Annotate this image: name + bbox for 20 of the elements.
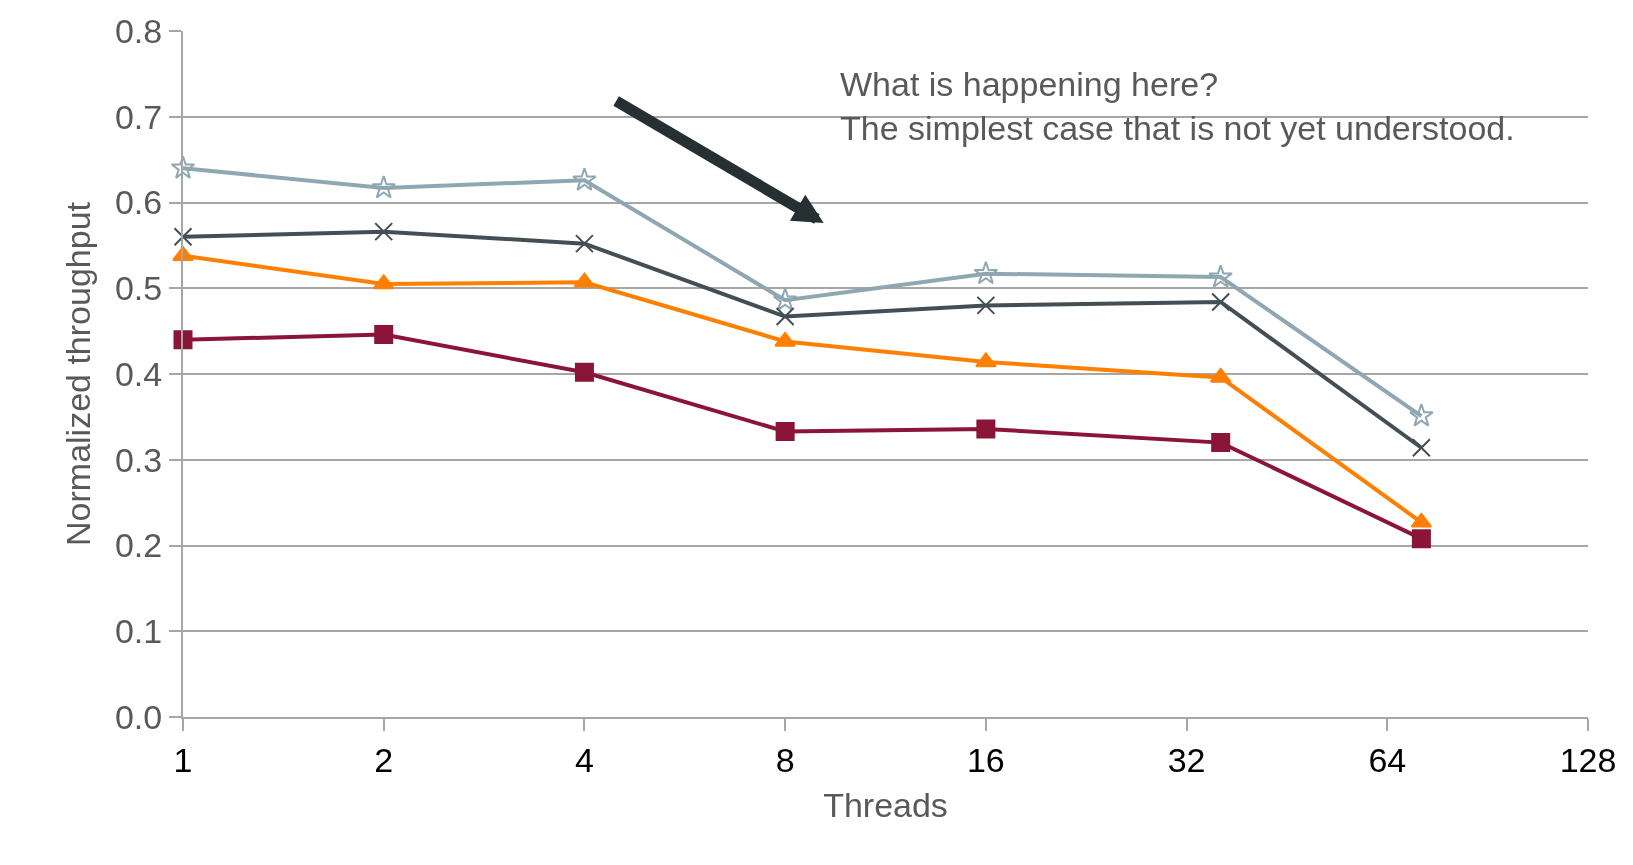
y-tick-label: 0.8: [114, 11, 163, 50]
x-tick-label: 128: [1559, 740, 1617, 779]
y-tick-label: 0.5: [114, 269, 163, 308]
x-tick-label: 64: [1368, 740, 1407, 779]
x-axis-title: Threads: [823, 785, 948, 824]
y-tick-label: 0.3: [114, 440, 163, 479]
y-tick-label: 0.1: [114, 612, 163, 651]
y-tick-label: 0.6: [114, 183, 163, 222]
y-tick-label: 0.7: [114, 97, 163, 136]
x-tick-label: 16: [966, 740, 1005, 779]
y-tick-label: 0.4: [114, 354, 163, 393]
annotation: What is happening here? The simplest case that is not yet understood.: [840, 65, 1515, 148]
y-axis-title: Normalized throughput: [59, 201, 98, 546]
x-tick-label: 4: [574, 740, 594, 779]
x-tick-label: 2: [374, 740, 394, 779]
x-tick-label: 1: [173, 740, 193, 779]
x-tick-label: 32: [1167, 740, 1206, 779]
x-tick-label: 8: [775, 740, 795, 779]
y-tick-label: 0.0: [114, 697, 163, 736]
y-tick-label: 0.2: [114, 526, 163, 565]
